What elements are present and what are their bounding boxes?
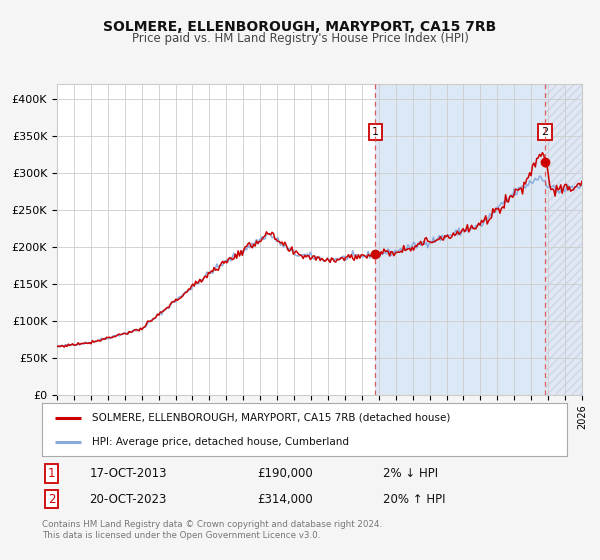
Text: 1: 1 bbox=[48, 466, 55, 480]
Text: £190,000: £190,000 bbox=[257, 466, 313, 480]
Bar bbox=[376, 84, 545, 395]
Text: HPI: Average price, detached house, Cumberland: HPI: Average price, detached house, Cumb… bbox=[92, 437, 349, 447]
Text: 20% ↑ HPI: 20% ↑ HPI bbox=[383, 492, 446, 506]
Text: £314,000: £314,000 bbox=[257, 492, 313, 506]
Text: 2: 2 bbox=[541, 127, 548, 137]
Text: 1: 1 bbox=[372, 127, 379, 137]
Text: 17-OCT-2013: 17-OCT-2013 bbox=[89, 466, 167, 480]
Text: Price paid vs. HM Land Registry's House Price Index (HPI): Price paid vs. HM Land Registry's House … bbox=[131, 32, 469, 45]
Bar bbox=[545, 84, 582, 395]
Text: 20-OCT-2023: 20-OCT-2023 bbox=[89, 492, 167, 506]
Text: Contains HM Land Registry data © Crown copyright and database right 2024.
This d: Contains HM Land Registry data © Crown c… bbox=[42, 520, 382, 540]
Text: SOLMERE, ELLENBOROUGH, MARYPORT, CA15 7RB (detached house): SOLMERE, ELLENBOROUGH, MARYPORT, CA15 7R… bbox=[92, 413, 450, 423]
Text: 2% ↓ HPI: 2% ↓ HPI bbox=[383, 466, 439, 480]
Text: 2: 2 bbox=[48, 492, 55, 506]
Text: SOLMERE, ELLENBOROUGH, MARYPORT, CA15 7RB: SOLMERE, ELLENBOROUGH, MARYPORT, CA15 7R… bbox=[103, 20, 497, 34]
